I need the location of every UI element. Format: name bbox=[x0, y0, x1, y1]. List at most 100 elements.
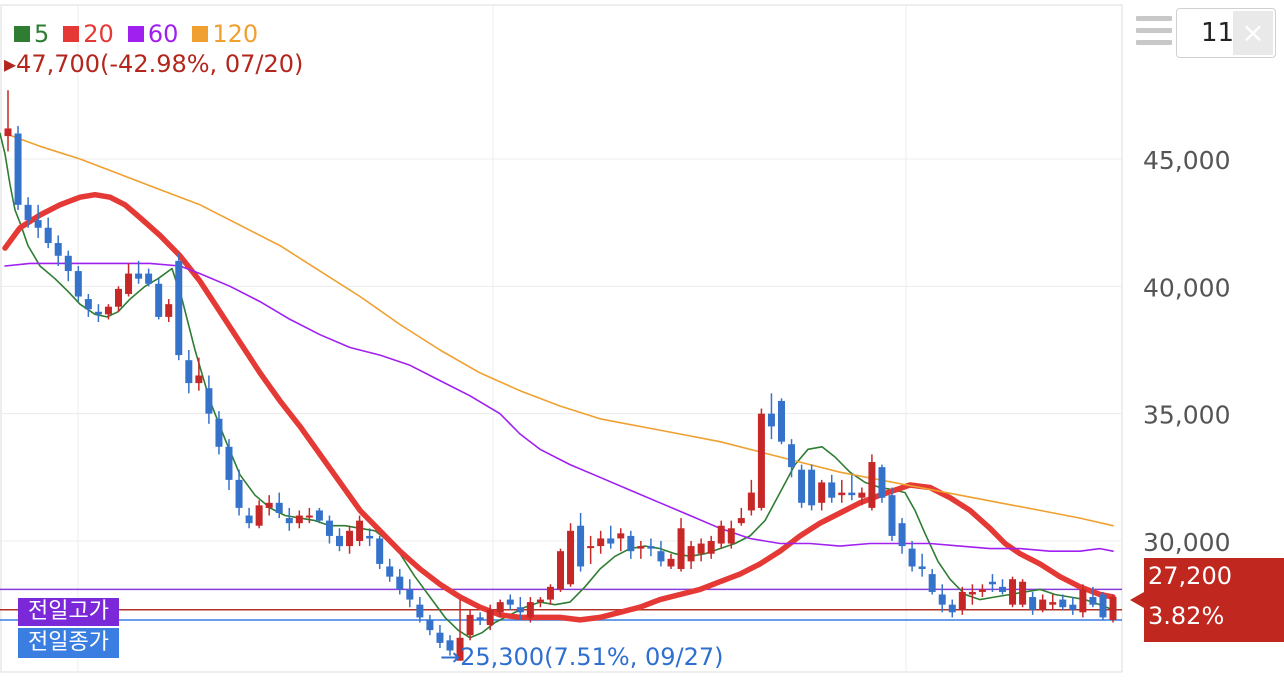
menu-icon[interactable] bbox=[1136, 16, 1172, 56]
candle-body bbox=[4, 128, 12, 137]
candle-body bbox=[597, 538, 605, 547]
candle-up bbox=[677, 518, 685, 572]
candle-body bbox=[1019, 581, 1027, 605]
legend-item-ma120[interactable]: 120 bbox=[192, 20, 258, 48]
candle-down bbox=[647, 538, 655, 557]
candle-up bbox=[597, 530, 605, 554]
candle-down bbox=[788, 439, 796, 478]
candle-up bbox=[195, 357, 203, 391]
ma-line-60 bbox=[4, 262, 1114, 553]
ma20-swatch bbox=[63, 26, 80, 42]
candle-up bbox=[104, 304, 112, 320]
candle-body bbox=[647, 546, 655, 549]
candle-body bbox=[978, 589, 986, 592]
candle-body bbox=[406, 589, 414, 600]
candle-up bbox=[546, 584, 554, 605]
zoom-box[interactable]: 112 × bbox=[1176, 8, 1276, 58]
prev-close-badge: 전일종가 bbox=[18, 628, 119, 658]
candle-up bbox=[667, 553, 675, 570]
candle-down bbox=[808, 464, 816, 511]
candle-up bbox=[305, 507, 313, 524]
candle-up bbox=[456, 599, 464, 661]
candle-up bbox=[567, 523, 575, 587]
candle-body bbox=[948, 604, 956, 613]
candle-body bbox=[1069, 604, 1077, 610]
candle-down bbox=[205, 375, 213, 424]
candle-down bbox=[446, 635, 454, 656]
candle-down bbox=[325, 515, 333, 544]
candle-body bbox=[908, 548, 916, 567]
candle-up bbox=[697, 538, 705, 562]
candle-body bbox=[767, 413, 775, 427]
candle-down bbox=[778, 398, 785, 445]
legend-item-ma60[interactable]: 60 bbox=[127, 20, 179, 48]
legend-item-ma20[interactable]: 20 bbox=[63, 20, 114, 48]
legend-label-ma60: 60 bbox=[147, 20, 179, 48]
candle-down bbox=[918, 553, 926, 577]
candle-body bbox=[928, 574, 936, 592]
candle-down bbox=[275, 492, 283, 519]
close-icon[interactable]: × bbox=[1233, 11, 1273, 55]
candle-body bbox=[325, 520, 333, 536]
candle-down bbox=[225, 439, 233, 491]
candle-body bbox=[235, 479, 243, 508]
candle-body bbox=[587, 546, 595, 549]
candle-body bbox=[54, 243, 62, 256]
candle-body bbox=[225, 446, 233, 480]
candle-down bbox=[376, 535, 384, 570]
candle-body bbox=[1039, 599, 1047, 610]
candle-body bbox=[496, 602, 504, 613]
candle-down bbox=[336, 528, 343, 552]
candle-body bbox=[215, 418, 223, 447]
candle-body bbox=[958, 591, 966, 610]
candle-body bbox=[536, 599, 544, 603]
candle-up bbox=[818, 479, 826, 511]
candle-up bbox=[255, 500, 263, 529]
candle-body bbox=[205, 388, 213, 414]
candle-body bbox=[707, 541, 715, 554]
candle-up bbox=[858, 487, 866, 506]
candle-body bbox=[1099, 594, 1107, 618]
candle-down bbox=[34, 204, 42, 238]
candle-body bbox=[1109, 597, 1117, 620]
candle-up bbox=[1079, 584, 1087, 618]
candle-down bbox=[767, 393, 775, 440]
candle-body bbox=[135, 273, 143, 279]
candle-body bbox=[275, 502, 283, 513]
candle-body bbox=[155, 283, 163, 317]
candle-down bbox=[1089, 586, 1097, 608]
legend-label-ma5: 5 bbox=[34, 20, 50, 48]
candle-body bbox=[968, 591, 976, 595]
ma60-swatch bbox=[127, 26, 144, 42]
candle-body bbox=[567, 530, 575, 585]
current-change: 3.82% bbox=[1148, 602, 1225, 630]
candle-body bbox=[717, 525, 725, 544]
candle-down bbox=[84, 293, 92, 317]
candle-up bbox=[1039, 594, 1047, 613]
candle-down bbox=[657, 541, 665, 567]
low-annotation: →25,300(7.51%, 09/27) bbox=[440, 643, 723, 671]
candle-down bbox=[315, 507, 323, 524]
candle-body bbox=[305, 515, 313, 518]
candle-body bbox=[74, 271, 82, 297]
candle-down bbox=[175, 253, 183, 361]
plot-border bbox=[0, 4, 1123, 673]
y-tick-label: 45,000 bbox=[1143, 146, 1230, 175]
candle-down bbox=[928, 569, 936, 595]
candle-body bbox=[798, 469, 806, 503]
candle-body bbox=[295, 515, 303, 524]
candle-up bbox=[125, 263, 133, 297]
candle-body bbox=[687, 546, 695, 562]
candle-up bbox=[346, 525, 354, 554]
candle-down bbox=[516, 597, 524, 620]
candle-up bbox=[1009, 576, 1017, 608]
candle-body bbox=[747, 492, 755, 511]
legend-item-ma5[interactable]: 5 bbox=[14, 20, 49, 48]
candle-up bbox=[587, 535, 595, 564]
candle-down bbox=[94, 304, 102, 322]
candle-down bbox=[64, 250, 72, 282]
ma120-swatch bbox=[192, 26, 209, 42]
candle-body bbox=[466, 614, 474, 636]
candle-up bbox=[165, 299, 173, 322]
